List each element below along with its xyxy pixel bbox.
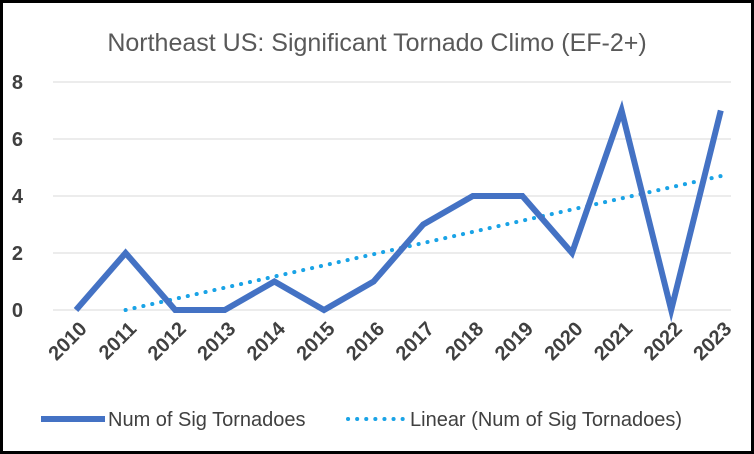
x-tick-label: 2019 (491, 318, 538, 365)
legend: Num of Sig Tornadoes Linear (Num of Sig … (41, 409, 682, 431)
data-point (123, 250, 129, 256)
legend-trendline-label: Linear (Num of Sig Tornadoes) (410, 409, 682, 431)
x-tick-label: 2016 (342, 318, 389, 365)
data-point (73, 307, 79, 313)
data-point (619, 108, 625, 114)
data-point (321, 307, 327, 313)
x-tick-label: 2020 (541, 318, 588, 365)
data-point (470, 193, 476, 199)
y-axis-ticks: 0 2 4 6 8 (12, 72, 24, 322)
data-point (569, 250, 575, 256)
data-point (271, 279, 277, 285)
y-tick-label: 8 (12, 72, 23, 94)
series-group (73, 99, 724, 323)
y-tick-label: 6 (12, 129, 23, 151)
trendline-group (123, 174, 723, 312)
data-point (420, 222, 426, 228)
x-tick-label: 2014 (243, 317, 291, 365)
data-point (371, 279, 377, 285)
data-point (222, 307, 228, 313)
legend-series-label: Num of Sig Tornadoes (108, 409, 306, 431)
trendline (123, 174, 723, 312)
data-point (519, 193, 525, 199)
x-tick-label: 2010 (45, 318, 92, 365)
x-tick-label: 2018 (441, 318, 488, 365)
y-tick-label: 2 (12, 243, 23, 265)
series-line (73, 99, 724, 323)
data-point (718, 108, 724, 114)
data-point (172, 307, 178, 313)
x-tick-label: 2021 (590, 318, 637, 365)
y-tick-label: 0 (12, 300, 23, 322)
data-point (668, 307, 674, 313)
x-tick-label: 2011 (95, 318, 141, 364)
x-tick-label: 2015 (293, 318, 340, 365)
x-tick-label: 2013 (193, 318, 240, 365)
x-tick-label: 2017 (392, 318, 439, 365)
x-axis-ticks: 2010 2011 2012 2013 2014 2015 2016 2017 2018 2019… (45, 317, 737, 365)
x-tick-label: 2022 (640, 318, 687, 365)
x-tick-label: 2023 (689, 318, 736, 365)
chart-title: Northeast US: Significant Tornado Climo … (107, 29, 646, 57)
y-tick-label: 4 (12, 186, 24, 208)
gridlines (53, 81, 731, 311)
line-chart: Northeast US: Significant Tornado Climo … (12, 29, 737, 431)
x-tick-label: 2012 (144, 318, 191, 365)
